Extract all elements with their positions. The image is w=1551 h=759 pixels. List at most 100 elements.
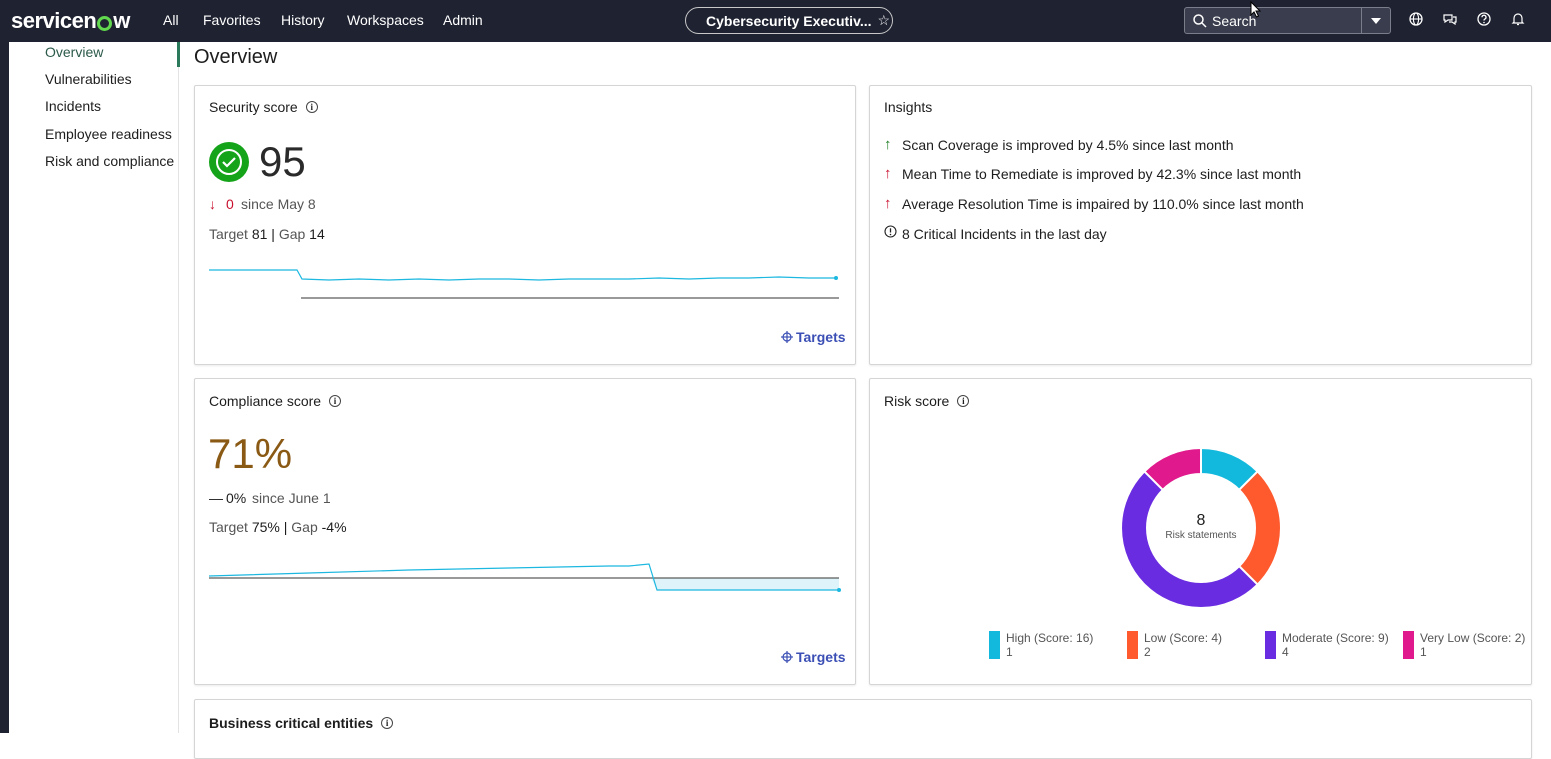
business-critical-entities-title: Business critical entities [209,715,374,731]
donut-slice-very-low[interactable] [1143,447,1202,492]
business-critical-entities-card: Business critical entities i [194,699,1532,759]
nav-all[interactable]: All [163,12,179,28]
top-navigation-bar: servicen w All Favorites History Workspac… [0,0,1551,42]
sidebar-item-vulnerabilities[interactable]: Vulnerabilities [45,71,132,87]
risk-total-value: 8 [1196,512,1206,529]
workspace-title-pill[interactable]: Cybersecurity Executiv... ☆ [685,7,893,34]
legend-label: Moderate (Score: 9) [1282,631,1389,645]
score-trend-endpoint [834,276,838,280]
risk-score-card: Risk score i 8 Risk statements High (Sco… [869,378,1532,685]
sidebar-item-employee-readiness[interactable]: Employee readiness [45,126,172,142]
globe-icon[interactable] [1408,11,1424,27]
insight-text: Average Resolution Time is impaired by 1… [902,195,1304,212]
check-circle-icon [209,142,249,182]
security-score-value: 95 [259,138,306,185]
compliance-gap-area [651,578,839,590]
security-delta: 0 [226,196,234,212]
donut-slice-moderate[interactable] [1120,470,1259,609]
risk-total-label: Risk statements [1165,530,1237,541]
gap-value: 14 [309,226,325,242]
target-label: Target [209,226,248,242]
insight-item: 8 Critical Incidents in the last day [884,225,1107,242]
info-icon[interactable]: i [957,395,970,407]
target-crosshair-icon [781,331,793,343]
targets-link-label: Targets [796,329,846,345]
notifications-bell-icon[interactable] [1510,11,1526,27]
arrow-up-red-icon: ↑ [884,165,892,182]
help-icon[interactable] [1476,11,1492,27]
risk-score-title: Risk score [884,393,950,409]
targets-link-label: Targets [796,649,846,665]
insight-text: 8 Critical Incidents in the last day [902,225,1107,242]
nav-admin[interactable]: Admin [443,12,483,28]
insight-text: Scan Coverage is improved by 4.5% since … [902,136,1234,153]
info-icon[interactable]: i [381,717,394,729]
target-value: 81 [251,226,268,242]
compliance-trend-endpoint [837,588,841,592]
nav-workspaces[interactable]: Workspaces [347,12,424,28]
legend-label: High (Score: 16) [1006,631,1094,645]
gap-label: Gap [291,519,318,535]
page-title: Overview [194,46,278,68]
delta-flat-icon: — [209,490,223,506]
target-label: Target [209,519,248,535]
security-targets-link[interactable]: Targets [781,329,846,345]
legend-count: 1 [1420,645,1427,659]
security-score-trend-chart [209,269,839,299]
compliance-since: since June 1 [252,490,331,506]
sidebar-item-risk-and-compliance[interactable]: Risk and compliance [45,153,175,169]
sidebar-item-overview[interactable]: Overview [45,44,104,60]
global-search[interactable]: Search [1184,7,1391,34]
legend-item-very-low[interactable]: Very Low (Score: 2) 1 [1403,631,1525,659]
active-indicator [177,42,180,67]
insight-item: ↑ Mean Time to Remediate is improved by … [884,165,1301,182]
search-scope-dropdown[interactable] [1361,8,1390,33]
legend-swatch [1127,631,1138,659]
legend-swatch [989,631,1000,659]
compliance-score-title: Compliance score [209,393,322,409]
servicenow-logo[interactable]: servicen w [11,8,130,34]
arrow-up-red-icon: ↑ [884,195,892,212]
chat-icon[interactable] [1442,11,1458,27]
legend-count: 1 [1006,645,1013,659]
compliance-score-trend-chart [209,563,841,592]
search-input[interactable]: Search [1212,12,1257,29]
nav-favorites[interactable]: Favorites [203,12,261,28]
insight-item: ↑ Average Resolution Time is impaired by… [884,195,1304,212]
alert-circle-icon [884,225,900,242]
gap-label: Gap [278,226,306,242]
nav-history[interactable]: History [281,12,325,28]
legend-count: 4 [1282,645,1289,659]
legend-count: 2 [1144,645,1151,659]
delta-down-arrow-icon: ↓ [209,196,216,212]
search-icon [1193,13,1207,28]
score-trend-line [209,269,836,281]
security-target-gap: Target 81 | Gap 14 [209,226,325,242]
legend-item-low[interactable]: Low (Score: 4) 2 [1127,631,1222,659]
insights-title: Insights [884,99,933,115]
chevron-down-icon [1371,17,1381,24]
info-icon[interactable]: i [329,395,342,407]
insights-card: Insights ↑ Scan Coverage is improved by … [869,85,1532,365]
logo-text-service: servicen [11,8,97,33]
info-icon[interactable]: i [305,101,318,113]
security-score-card: Security score i 95 ↓ 0 since May 8 Targ… [194,85,856,365]
sidebar-item-incidents[interactable]: Incidents [45,98,102,114]
compliance-trend-line [209,563,839,591]
risk-donut-chart[interactable] [1120,447,1282,609]
legend-label: Very Low (Score: 2) [1420,631,1526,645]
security-since: since May 8 [241,196,316,212]
security-score-title: Security score [209,99,298,115]
legend-item-moderate[interactable]: Moderate (Score: 9) 4 [1265,631,1389,659]
compliance-targets-link[interactable]: Targets [781,649,846,665]
compliance-score-value: 71% [208,430,293,477]
compliance-score-card: Compliance score i 71% — 0% since June 1… [194,378,856,685]
legend-item-high[interactable]: High (Score: 16) 1 [989,631,1093,659]
favorite-star-icon[interactable]: ☆ [877,12,891,28]
workspace-title: Cybersecurity Executiv... [706,12,872,29]
logo-text-w: w [113,8,130,33]
target-crosshair-icon [781,651,793,663]
legend-swatch [1403,631,1414,659]
left-edge-strip [0,42,9,733]
legend-swatch [1265,631,1276,659]
